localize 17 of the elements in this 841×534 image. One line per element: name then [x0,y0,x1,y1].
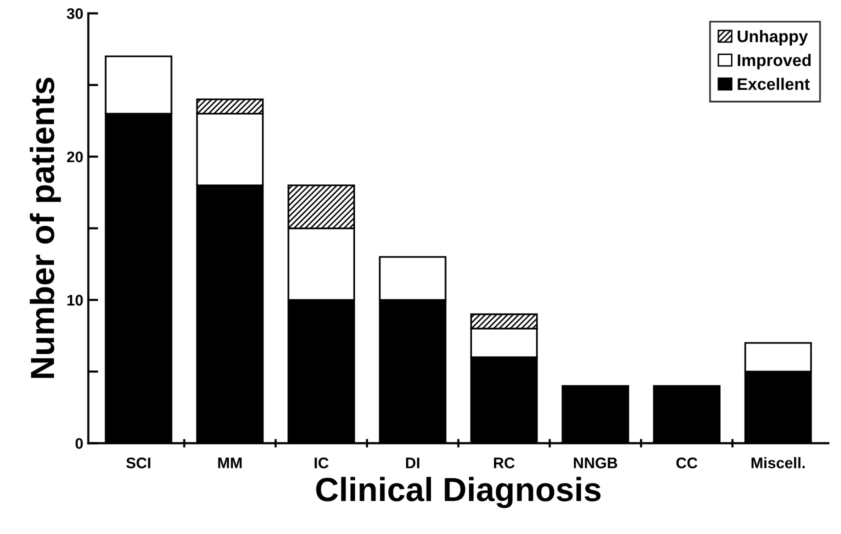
y-tick-label: 10 [67,294,83,306]
legend-label: Improved [738,54,811,70]
x-axis-title: Clinical Diagnosis [316,476,601,508]
x-tick-label: CC [676,458,698,468]
y-axis-title: Number of patients [30,78,61,378]
y-tick-label: 0 [76,438,83,449]
x-tick-label: MM [218,458,242,468]
x-tick-label: NNGB [574,458,618,468]
y-tick-label: 20 [66,152,83,162]
x-tick-label: DI [406,458,420,468]
x-tick-label: SCI [126,458,150,468]
y-tick-label: 30 [66,8,83,20]
legend-label: Excellent [738,78,810,90]
x-tick-label: Miscell. [752,457,805,468]
x-tick-label: IC [314,458,329,468]
x-tick-label: RC [494,458,515,468]
legend-label: Unhappy [738,30,808,46]
